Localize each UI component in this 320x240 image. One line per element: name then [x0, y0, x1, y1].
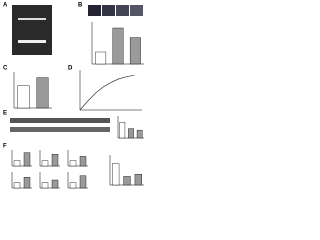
image-tile: [130, 5, 143, 16]
bar: [95, 51, 107, 65]
bar: [123, 176, 131, 186]
bar: [129, 37, 141, 65]
bar: [112, 163, 120, 186]
bar: [17, 85, 30, 109]
bar: [13, 160, 21, 167]
bar: [13, 182, 21, 189]
bar: [112, 27, 124, 65]
bar: [41, 160, 49, 167]
blot-band: [10, 118, 110, 123]
panel-label: E: [3, 111, 7, 117]
bar: [23, 177, 31, 189]
bar: [51, 179, 59, 189]
line: [79, 74, 135, 111]
bar: [23, 152, 31, 167]
blot-band: [10, 127, 110, 132]
gel-band: [18, 40, 46, 43]
panel-label: F: [3, 144, 7, 150]
panel-label: B: [78, 3, 83, 9]
panel-label: C: [3, 66, 8, 72]
gel-image: [12, 5, 52, 55]
bar: [134, 174, 142, 186]
bar: [128, 128, 134, 139]
image-tile: [88, 5, 101, 16]
image-tile: [102, 5, 115, 16]
figure: A B C D E F: [3, 3, 144, 189]
bar: [79, 175, 87, 189]
bar: [119, 122, 126, 139]
image-tile: [116, 5, 129, 16]
bar: [36, 77, 49, 109]
panel-label: D: [68, 66, 73, 72]
bar: [41, 182, 49, 189]
bar: [79, 156, 87, 167]
bar: [136, 129, 143, 139]
bar: [51, 154, 59, 167]
gel-band: [18, 18, 46, 20]
bar: [69, 160, 77, 167]
panel-label: A: [3, 3, 8, 9]
bar: [69, 182, 77, 189]
